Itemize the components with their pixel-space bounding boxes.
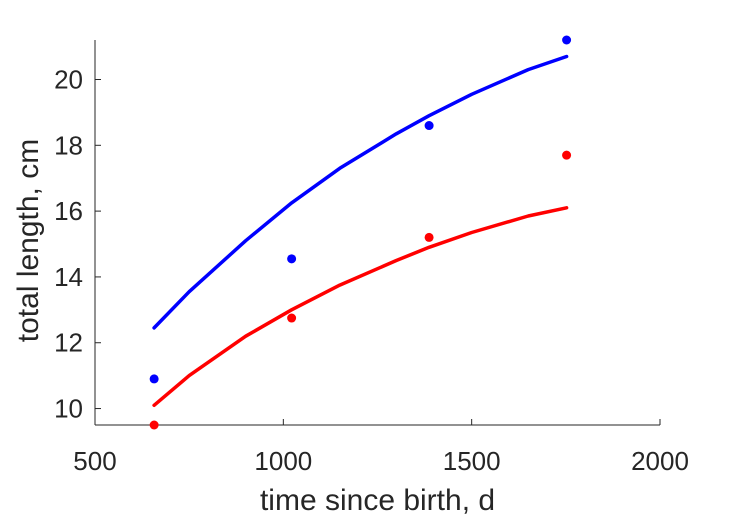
y-tick-label: 20 [54,64,83,94]
data-point-series-1 [562,35,572,45]
y-tick-label: 16 [54,196,83,226]
axes: 500 1000 1500 2000 10 12 14 16 18 20 [54,40,689,476]
y-axis-label: total length, cm [12,139,45,342]
data-point-series-2 [424,232,434,242]
x-tick-label: 2000 [631,446,689,476]
x-tick-label: 1500 [443,446,501,476]
data-point-series-2 [287,313,297,323]
fit-line-series-2 [152,206,569,408]
data-point-series-1 [287,254,297,264]
data-point-series-2 [562,150,572,160]
y-tick-label: 12 [54,328,83,358]
x-axis-label: time since birth, d [260,484,495,517]
data-point-series-2 [149,420,159,430]
y-tick-label: 18 [54,130,83,160]
data-point-series-1 [149,374,159,384]
x-tick-label: 1000 [254,446,312,476]
y-tick-label: 10 [54,394,83,424]
y-tick-label: 14 [54,262,83,292]
data-points [149,35,572,430]
x-tick-label: 500 [73,446,116,476]
fit-line-series-1 [152,54,569,330]
data-point-series-1 [424,121,434,131]
fit-lines [152,54,569,408]
